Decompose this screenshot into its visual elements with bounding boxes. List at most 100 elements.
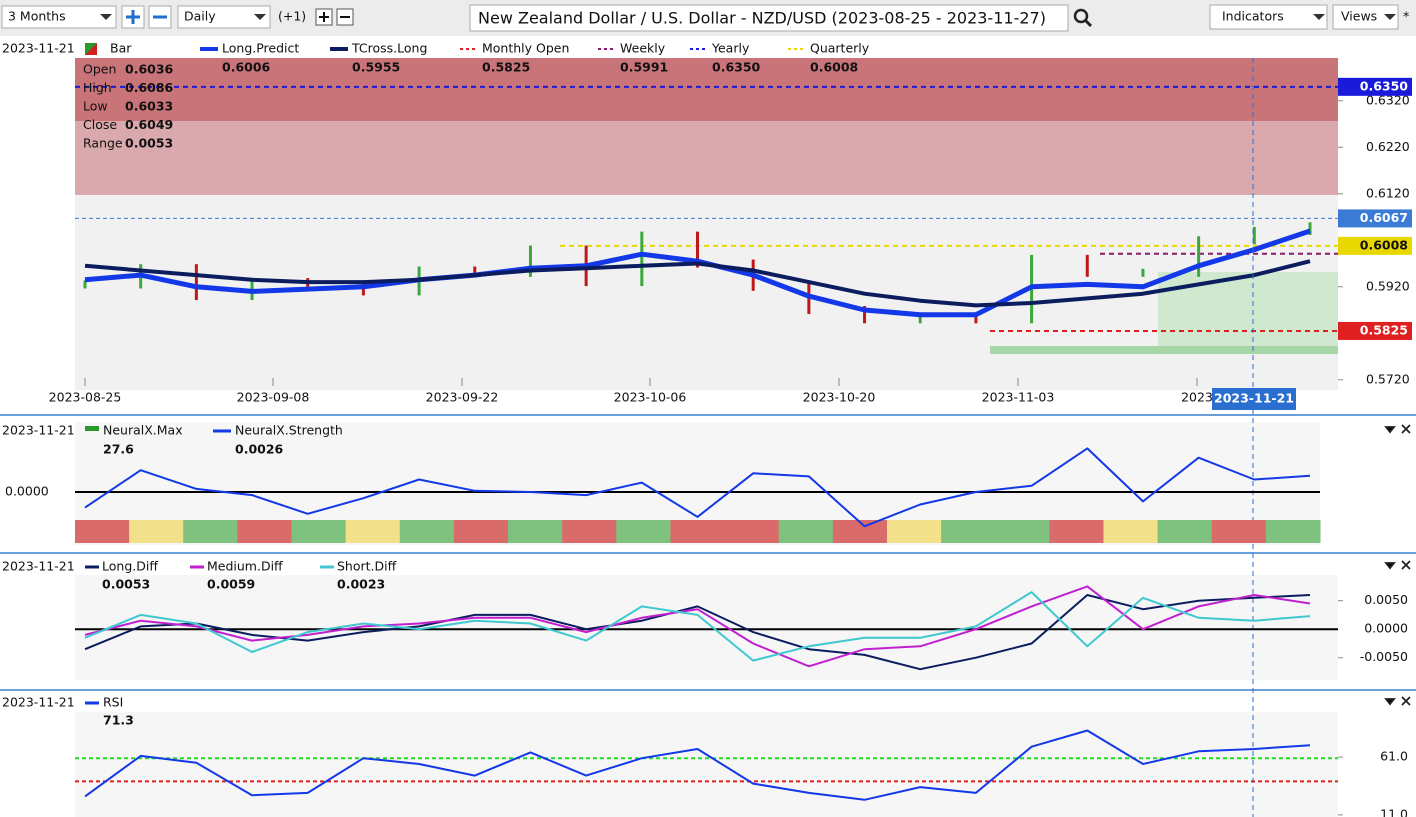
x-tick-label: 2023-10-20	[803, 390, 876, 405]
neural-date: 2023-11-21	[2, 423, 75, 438]
diff-controls[interactable]	[1384, 560, 1411, 570]
price-label-bg	[1338, 209, 1412, 228]
price-label: 0.5825	[1360, 322, 1408, 337]
strength-cell	[724, 520, 780, 543]
price-bar	[306, 278, 310, 291]
views-text: Views	[1341, 9, 1377, 24]
y-tick-label: -0.0050	[1360, 649, 1408, 664]
rsi-date: 2023-11-21	[2, 695, 75, 710]
price-bar	[1252, 226, 1256, 245]
legend-value: 0.0023	[337, 577, 385, 592]
dropdown-arrow	[100, 14, 112, 20]
ohlc-label: Low	[83, 99, 108, 114]
ohlc-value: 0.6033	[125, 99, 173, 114]
indicators-button[interactable]	[1209, 4, 1328, 30]
panel-controls	[1384, 424, 1411, 706]
legend-value: 0.0053	[102, 577, 150, 592]
price-bar	[1085, 254, 1089, 277]
rsi-controls[interactable]	[1384, 696, 1411, 706]
legend-value: 0.6008	[810, 60, 858, 75]
price-bar	[1308, 222, 1312, 235]
strength-cell	[183, 520, 238, 543]
price-label-bg	[1338, 236, 1412, 255]
strength-line	[84, 447, 1311, 528]
price-bar	[696, 231, 699, 268]
price-bar	[1141, 268, 1145, 277]
legend-value: 0.6350	[712, 60, 761, 75]
legend-value: 0.6006	[222, 60, 271, 75]
y-tick-label: 11.0	[1380, 806, 1408, 817]
strength-cell	[1265, 520, 1321, 543]
rsi-plot-bg	[75, 712, 1338, 817]
y-tick-label: 0.5920	[1366, 278, 1410, 293]
indicators-text: Indicators	[1222, 9, 1284, 24]
rsi-line	[84, 729, 1311, 801]
strength-cell	[562, 520, 617, 543]
y-tick-label: 61.0	[1380, 749, 1408, 764]
legend-name: Quarterly	[810, 41, 870, 56]
price-bar	[194, 264, 198, 301]
ohlc-value: 0.6036	[125, 62, 174, 77]
price-label: 0.6067	[1360, 210, 1408, 225]
cursor-label: 2023-11-21	[1214, 391, 1294, 406]
legend-name: Short.Diff	[337, 559, 397, 574]
interval-select[interactable]	[177, 5, 271, 29]
x-tick-label: 2023-10-06	[614, 390, 687, 405]
strength-cell	[237, 520, 293, 543]
strength-cell	[453, 520, 509, 543]
strength-cell	[1157, 520, 1213, 543]
support-zone	[1158, 272, 1338, 354]
series-line	[84, 228, 1311, 318]
y-tick-label: 0.0050	[1364, 592, 1408, 607]
offset-text: (+1)	[278, 9, 306, 24]
range-text: 3 Months	[8, 9, 66, 24]
strength-cell	[345, 520, 401, 543]
price-bar	[640, 231, 644, 287]
ohlc-label: Close	[83, 117, 117, 132]
legend-value: 0.5825	[482, 60, 530, 75]
diff-date: 2023-11-21	[2, 559, 75, 574]
legend-swatch	[85, 426, 99, 431]
price-bar	[918, 312, 922, 324]
legend-value: 0.0059	[207, 577, 255, 592]
neural-controls[interactable]	[1384, 424, 1411, 434]
ohlc-label: High	[83, 80, 112, 95]
legend-value: 0.5991	[620, 60, 668, 75]
plus-icon	[319, 12, 329, 22]
strength-cell	[399, 520, 455, 543]
strength-cell	[941, 520, 996, 543]
y-tick-label: 0.6120	[1366, 185, 1410, 200]
strength-cell	[508, 520, 563, 543]
pin-text[interactable]: *	[1403, 9, 1409, 24]
cursor-label-bg	[1212, 388, 1296, 410]
search-icon[interactable]	[1073, 8, 1089, 24]
bar-icon-red	[85, 43, 97, 55]
ohlc-value: 0.6086	[125, 80, 174, 95]
strength-cell	[886, 520, 942, 543]
ohlc-label: Open	[83, 62, 116, 77]
price-bar	[473, 266, 477, 277]
price-bar	[83, 280, 87, 289]
x-tick-label: 2023	[1181, 390, 1213, 405]
legend-name: NeuralX.Max	[103, 423, 183, 438]
interval-text: Daily	[184, 9, 216, 24]
x-tick-label: 2023-08-25	[49, 390, 122, 405]
main-date: 2023-11-21	[2, 41, 75, 56]
legend-value: 0.0026	[235, 442, 284, 457]
price-label-bg	[1338, 321, 1412, 340]
strength-cell	[670, 520, 726, 543]
ohlc-value: 0.0053	[125, 136, 173, 151]
strength-cell	[75, 520, 130, 543]
dropdown-arrow	[1313, 14, 1325, 20]
resistance-zone-dark	[75, 58, 1338, 121]
legend-name: Medium.Diff	[207, 559, 283, 574]
range-select[interactable]	[1, 5, 117, 29]
symbol-box[interactable]	[469, 4, 1069, 32]
legend-name: TCross.Long	[351, 41, 427, 56]
support-zone-dark	[990, 346, 1338, 354]
legend-name: Monthly Open	[482, 41, 569, 56]
x-tick-label: 2023-09-22	[426, 390, 499, 405]
plus-icon	[126, 10, 140, 24]
y-tick-label: 0.0000	[1364, 621, 1408, 636]
